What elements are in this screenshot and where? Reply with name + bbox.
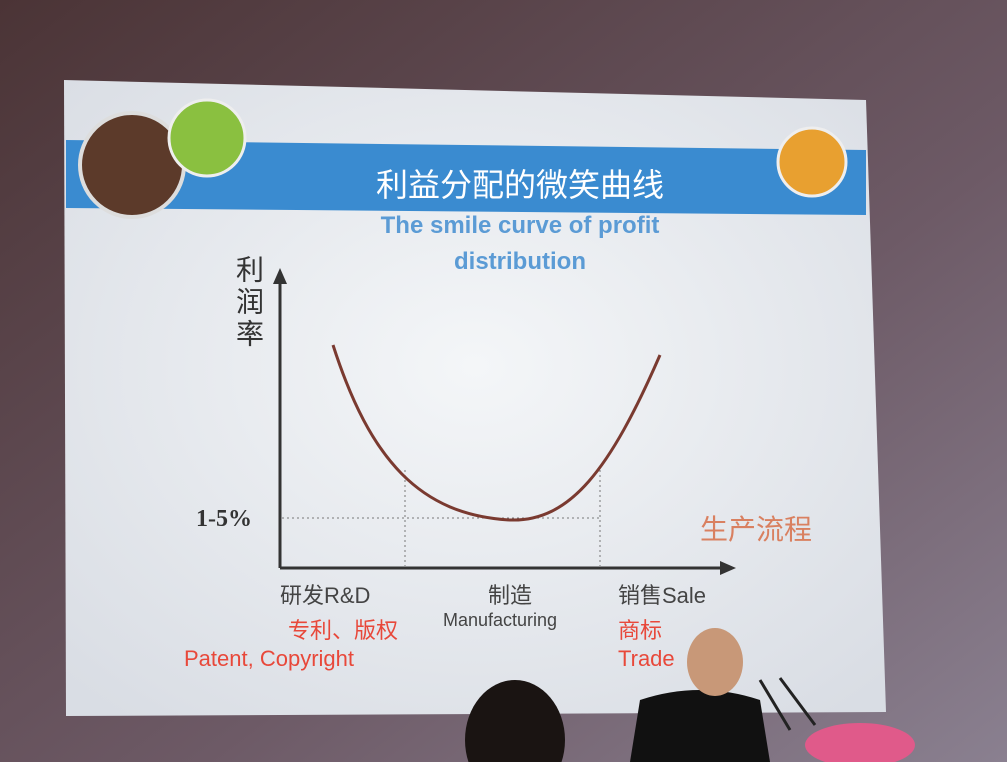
speaker-body [630,690,770,762]
audience-head [465,680,565,762]
screen [64,80,886,716]
stage-sublabel: 商标 [618,618,663,643]
arrow [273,268,287,284]
x-axis-label: 生产流程 [700,513,813,546]
microphone [778,677,817,726]
slide-title: 利益分配的微笑曲线 [375,166,664,204]
stage-sublabel: 专利、版权 [288,618,399,643]
photo-circle [78,111,186,219]
stage-label: 制造 [488,583,533,608]
stage-sublabel: Manufacturing [443,610,558,630]
stage-sublabel: Patent, Copyright [184,646,354,671]
slide-subtitle: The smile curve of profit distribution [380,212,660,275]
photo-circle [776,126,848,198]
y-axis-label: 利润率 [232,255,265,351]
baseline-label: 1-5% [196,506,252,532]
title-banner [66,140,866,215]
stage-label: 销售Sale [618,583,707,608]
arrow [720,561,736,575]
flowers [805,723,915,762]
speaker-head [687,628,743,696]
microphone [758,679,792,731]
smile-curve [331,344,662,522]
photo-circle [167,98,247,178]
stage-label: 研发R&D [280,583,371,608]
stage-sublabel: Trade [618,646,675,671]
